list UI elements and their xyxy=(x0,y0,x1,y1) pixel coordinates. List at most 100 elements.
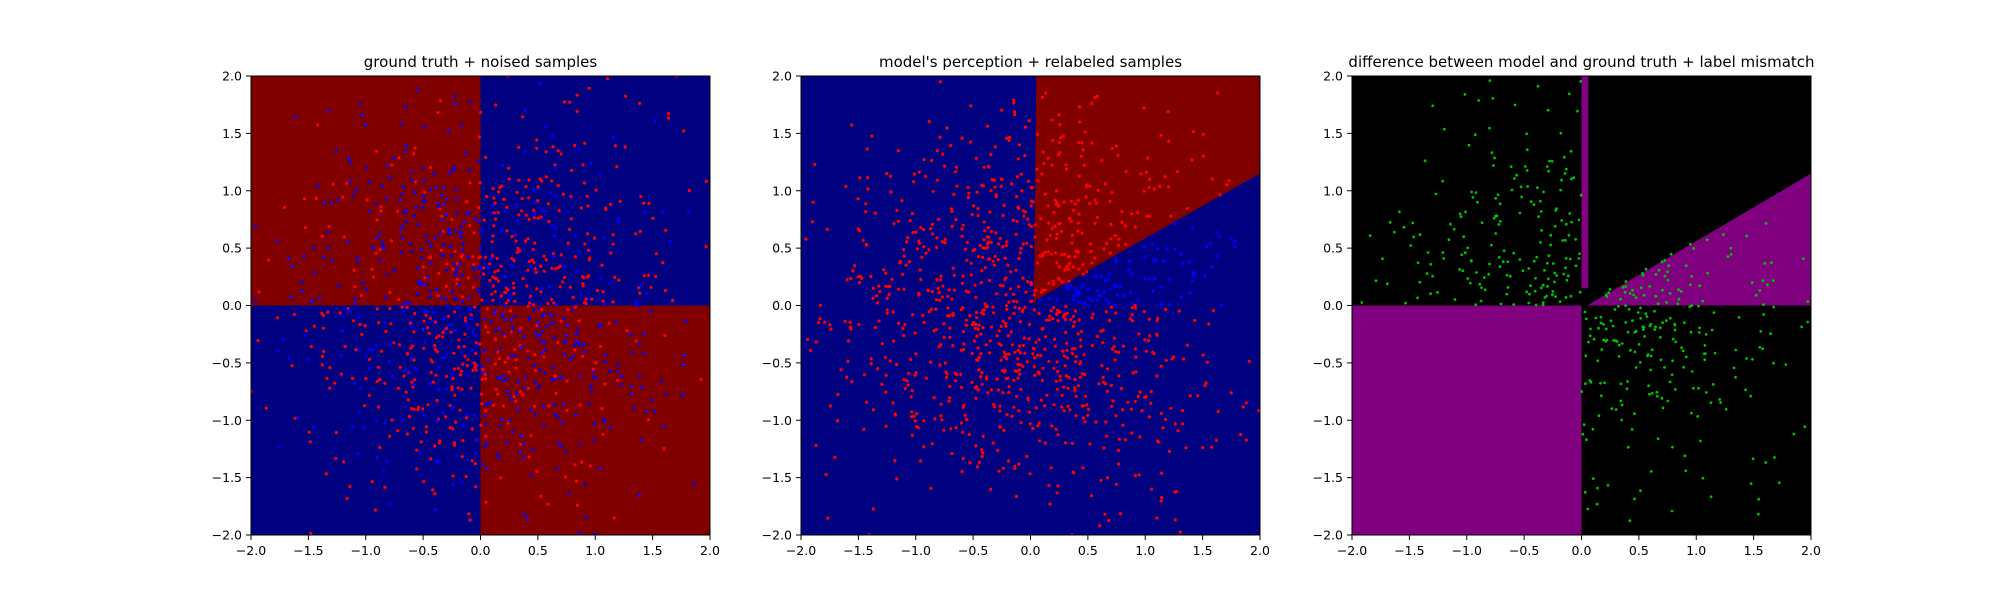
data-point xyxy=(575,503,580,507)
data-point xyxy=(1056,433,1060,437)
data-point xyxy=(331,182,335,186)
data-point xyxy=(275,239,279,243)
data-point xyxy=(1043,250,1047,254)
data-point xyxy=(912,414,916,418)
data-point xyxy=(979,375,983,379)
data-point xyxy=(455,261,459,265)
data-point xyxy=(1063,252,1067,256)
data-point xyxy=(1670,373,1674,377)
data-point xyxy=(817,321,821,325)
data-point xyxy=(449,330,453,334)
data-point xyxy=(960,430,965,434)
data-point xyxy=(490,211,494,215)
data-point xyxy=(1019,420,1023,425)
data-point xyxy=(910,410,914,414)
data-point xyxy=(843,319,847,324)
data-point xyxy=(964,323,969,327)
data-point xyxy=(1059,229,1064,233)
data-point xyxy=(422,346,426,350)
data-point xyxy=(568,227,572,231)
data-point xyxy=(947,399,951,403)
data-point xyxy=(396,386,401,390)
data-point xyxy=(1051,279,1055,283)
data-point xyxy=(546,202,551,206)
data-point xyxy=(1010,414,1014,418)
data-point xyxy=(1487,272,1491,276)
data-point xyxy=(503,290,507,294)
data-point xyxy=(1750,281,1754,284)
data-point xyxy=(408,370,412,374)
data-point xyxy=(1229,391,1233,395)
data-point xyxy=(495,256,499,261)
data-point xyxy=(680,393,684,397)
data-point xyxy=(1398,210,1401,214)
data-point xyxy=(1732,366,1736,370)
data-point xyxy=(539,339,544,343)
data-point xyxy=(1031,352,1035,356)
data-point xyxy=(383,485,387,489)
y-tick-label: 1.0 xyxy=(222,183,242,198)
data-point xyxy=(419,440,423,444)
data-point xyxy=(1803,425,1807,429)
data-point xyxy=(995,377,999,381)
data-point xyxy=(282,205,287,209)
data-point xyxy=(400,236,405,240)
data-point xyxy=(1737,316,1741,319)
data-point xyxy=(1545,165,1549,168)
data-point xyxy=(1079,286,1083,290)
data-point xyxy=(1216,91,1220,95)
data-point xyxy=(1101,340,1105,345)
data-point xyxy=(602,417,606,421)
data-point xyxy=(1078,120,1082,124)
data-point xyxy=(1646,353,1650,356)
data-point xyxy=(503,209,507,213)
data-point xyxy=(1649,368,1653,372)
data-point xyxy=(452,94,456,98)
data-point xyxy=(941,152,945,156)
data-point xyxy=(1071,298,1075,302)
data-point xyxy=(1673,323,1677,327)
data-point xyxy=(895,363,899,367)
data-point xyxy=(1655,394,1659,398)
data-point xyxy=(387,359,391,364)
data-point xyxy=(1483,288,1487,292)
data-point xyxy=(389,239,394,243)
data-point xyxy=(1634,366,1638,369)
data-point xyxy=(523,108,527,113)
data-point xyxy=(468,181,472,185)
data-point xyxy=(1505,292,1509,296)
data-point xyxy=(1168,302,1172,306)
data-point xyxy=(346,239,350,244)
data-point xyxy=(476,287,480,291)
data-point xyxy=(1519,185,1523,189)
data-point xyxy=(585,232,590,236)
data-point xyxy=(940,240,944,244)
data-point xyxy=(637,493,642,497)
data-point xyxy=(457,230,461,234)
data-point xyxy=(1073,255,1077,259)
data-point xyxy=(554,267,558,271)
data-point xyxy=(589,162,593,166)
data-point xyxy=(1711,383,1715,386)
data-point xyxy=(1692,247,1695,250)
data-point xyxy=(1056,319,1060,323)
data-point xyxy=(1176,429,1180,433)
data-point xyxy=(544,258,549,262)
data-point xyxy=(451,267,455,271)
data-point xyxy=(594,361,598,365)
data-point xyxy=(885,308,889,312)
data-point xyxy=(611,233,615,237)
data-point xyxy=(1666,399,1670,403)
data-point xyxy=(1020,309,1024,314)
data-point xyxy=(1628,292,1632,295)
data-point xyxy=(582,181,587,185)
data-point xyxy=(1007,300,1011,304)
data-point xyxy=(917,170,921,174)
data-point xyxy=(1620,342,1624,345)
data-point xyxy=(1639,306,1642,310)
data-point xyxy=(380,184,384,188)
data-point xyxy=(967,191,971,195)
data-point xyxy=(1011,101,1016,105)
data-point xyxy=(892,222,896,226)
data-point xyxy=(469,386,473,390)
